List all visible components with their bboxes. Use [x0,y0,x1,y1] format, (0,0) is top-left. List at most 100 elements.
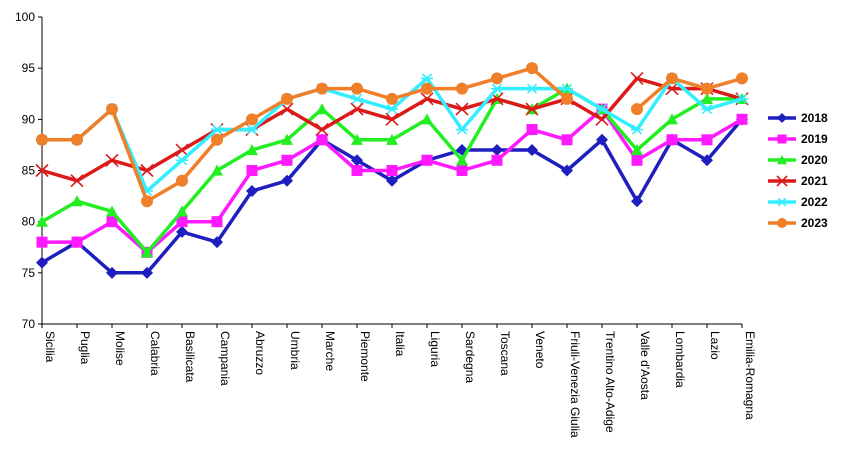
x-tick-label: Piemonte [358,331,372,382]
x-tick-label: Emilia-Romagna [743,331,757,420]
data-point [316,103,328,115]
data-point [105,153,119,167]
x-tick-label: Lazio [708,331,722,360]
data-point [211,124,223,135]
chart-legend: 2018 2019 2020 2021 2022 2023 [768,111,828,230]
legend-label: 2019 [801,132,828,146]
x-tick-label: Umbria [288,331,302,370]
x-tick-label: Abruzzo [253,331,267,375]
data-point [246,165,258,176]
y-tick-label: 85 [22,164,36,178]
data-point [666,72,678,85]
data-point [526,83,538,94]
data-point [246,124,258,135]
data-point [36,215,48,227]
data-point [106,205,118,217]
x-tick-label: Sardegna [463,331,477,383]
data-point [140,163,154,178]
data-point [281,154,293,166]
x-tick-label: Marche [323,331,337,371]
data-point [141,266,153,279]
data-point [421,82,433,95]
data-point [525,102,539,116]
data-point [456,124,468,135]
y-tick-label: 90 [22,112,36,126]
data-point [246,144,258,156]
data-point [385,112,399,126]
legend-item: 2019 [768,132,828,146]
data-point [246,113,258,126]
data-point [526,62,538,75]
data-point [701,154,713,167]
x-tick-label: Valle d'Aosta [638,331,652,400]
data-point [141,195,153,208]
data-point [176,155,188,166]
data-point [71,236,83,248]
series-2023 [36,62,748,208]
data-point [36,133,48,146]
data-point [491,83,503,94]
data-point [351,93,363,104]
data-point [421,154,433,166]
data-point [36,236,48,248]
data-point [456,165,468,176]
data-point [141,246,153,258]
data-point [631,124,643,135]
x-tick-label: Trentino Alto-Adige [603,331,617,433]
legend-item: 2018 [768,111,828,125]
series-line [635,76,744,111]
data-point [280,102,294,116]
data-point [736,93,748,104]
data-point [106,266,118,279]
data-point [776,175,788,187]
data-point [701,104,713,115]
data-point [281,174,293,187]
data-point [701,134,713,146]
data-point [386,92,398,105]
x-tick-label: Toscana [498,331,512,376]
x-tick-label: Calabria [148,331,162,376]
legend-label: 2021 [801,174,828,188]
data-point [596,133,608,146]
data-point [386,104,398,115]
data-point [631,144,643,156]
data-point [350,102,364,116]
data-point [106,216,118,228]
data-point [211,236,223,249]
data-point [316,82,328,95]
legend-label: 2022 [801,195,828,209]
x-tick-label: Molise [113,331,127,366]
data-point [701,82,713,95]
data-point [176,216,188,228]
data-point [491,144,503,157]
data-point [561,83,573,94]
data-point [491,72,503,85]
data-point [176,205,188,217]
data-point [630,71,644,85]
data-point [631,154,643,166]
x-tick-label: Campania [218,331,232,386]
data-point [420,92,434,106]
legend-label: 2018 [801,111,828,125]
data-point [421,113,433,125]
data-point [777,113,787,123]
data-point [70,174,84,188]
y-tick-label: 95 [22,61,36,75]
data-point [456,154,468,166]
data-point [631,103,643,116]
data-point [491,154,503,166]
legend-label: 2020 [801,153,828,167]
legend-item: 2023 [768,216,828,230]
data-point [211,164,223,176]
legend-item: 2020 [768,153,828,167]
data-point [561,134,573,146]
data-point [351,165,363,176]
y-tick-label: 70 [22,317,36,331]
x-tick-label: Liguria [428,331,442,367]
data-point [421,73,433,84]
data-point [281,133,293,145]
data-point [175,143,189,157]
data-point [777,197,787,207]
data-point [386,165,398,176]
x-tick-label: Friuli-Venezia Giulia [568,331,582,438]
